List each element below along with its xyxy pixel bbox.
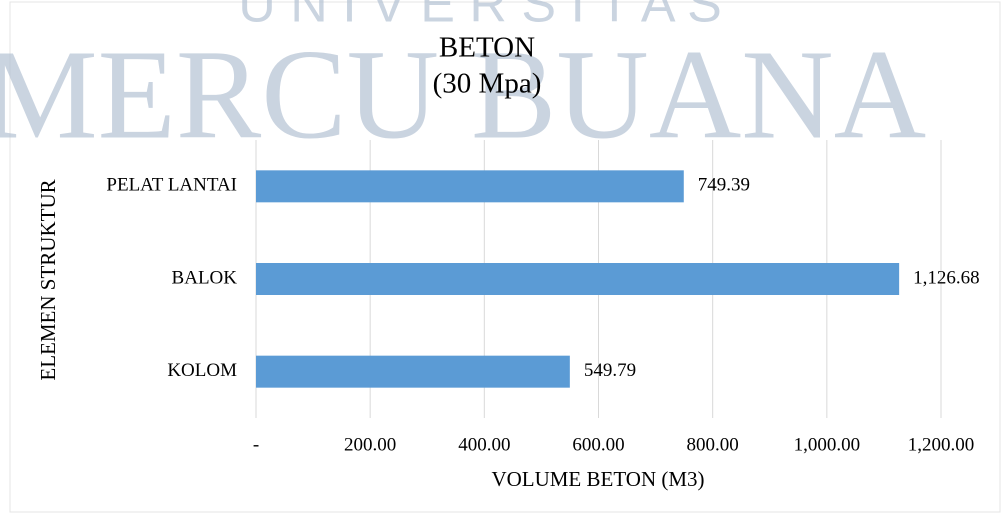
chart-title: BETON <box>439 32 535 64</box>
x-tick-label: 200.00 <box>344 434 396 455</box>
x-tick-label: 600.00 <box>572 434 624 455</box>
x-axis-label: VOLUME BETON (M3) <box>491 467 704 491</box>
value-label: 749.39 <box>698 175 750 196</box>
x-tick-label: - <box>253 434 259 455</box>
x-tick-label: 800.00 <box>687 434 739 455</box>
bar <box>256 355 570 388</box>
watermark-main: MERCU BUANA <box>0 23 926 165</box>
bar <box>256 170 684 203</box>
value-label: 1,126.68 <box>913 267 980 288</box>
y-tick-label: BALOK <box>172 267 238 288</box>
chart-subtitle: (30 Mpa) <box>433 68 542 100</box>
x-tick-label: 1,200.00 <box>908 434 975 455</box>
y-tick-label: KOLOM <box>167 360 237 381</box>
x-tick-label: 1,000.00 <box>794 434 861 455</box>
chart-frame <box>9 1 1001 513</box>
value-label: 549.79 <box>584 360 636 381</box>
watermark-top: U N I V E R S I T A S <box>238 0 722 34</box>
y-axis-label: ELEMEN STRUKTUR <box>36 179 60 380</box>
y-tick-label: PELAT LANTAI <box>106 175 237 196</box>
x-tick-label: 400.00 <box>458 434 510 455</box>
bar <box>256 263 900 295</box>
